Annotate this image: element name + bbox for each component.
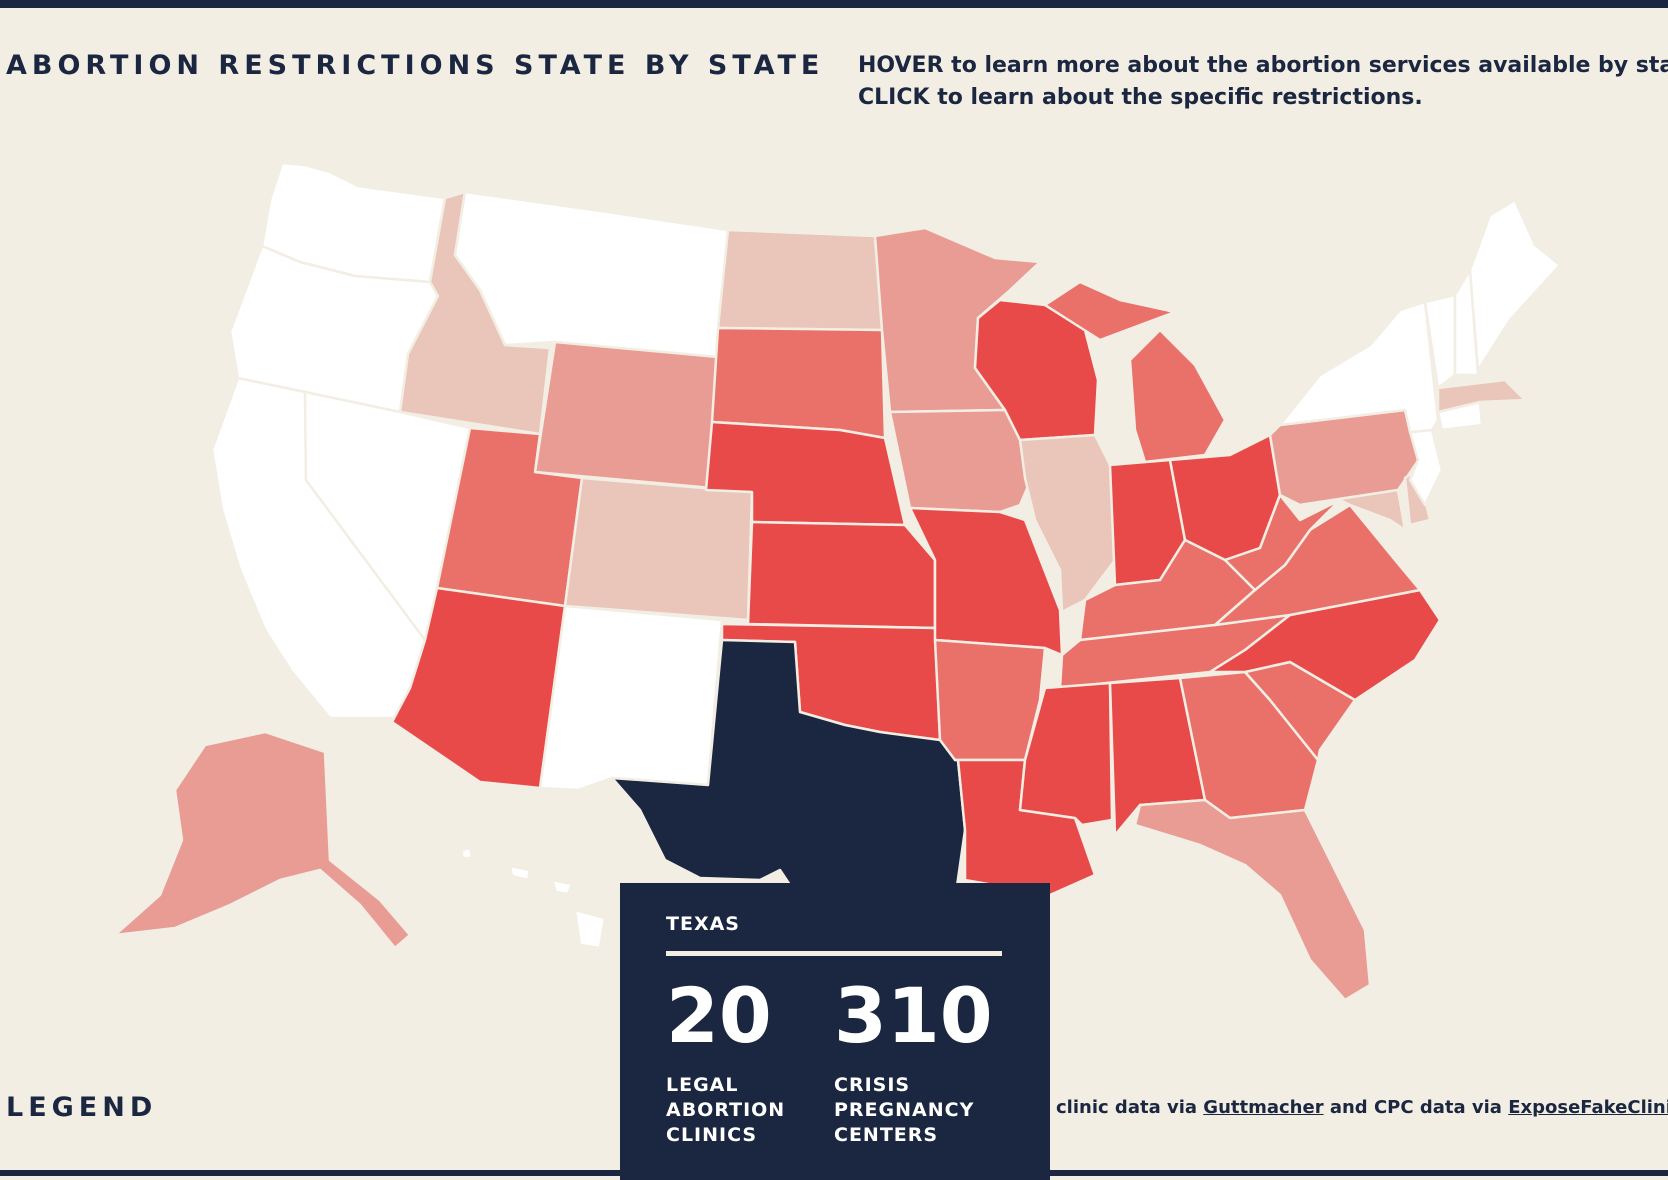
instructions: HOVER to learn more about the abortion s… [858, 50, 1668, 114]
state-AK[interactable] [113, 730, 412, 950]
state-HI[interactable] [460, 846, 607, 950]
cpc-label: CRISIS PREGNANCY CENTERS [834, 1074, 975, 1146]
clinics-label: LEGAL ABORTION CLINICS [666, 1074, 786, 1146]
state-NY[interactable] [1278, 300, 1440, 434]
exposefakeclinics-link[interactable]: ExposeFakeClinics.com [1508, 1097, 1668, 1118]
source-middle: and CPC data via [1323, 1097, 1509, 1118]
source-prefix: clinic data via [1056, 1097, 1204, 1118]
state-NC[interactable] [1208, 588, 1442, 702]
state-WI[interactable] [973, 298, 1100, 442]
state-IL[interactable] [1018, 433, 1117, 614]
tooltip-state-name: TEXAS [666, 913, 740, 935]
state-CO[interactable] [563, 476, 754, 622]
clinics-count: 20 [666, 971, 772, 1060]
state-ME[interactable] [1468, 198, 1562, 372]
state-MI[interactable] [1043, 280, 1227, 464]
click-instruction: CLICK to learn about the specific restri… [858, 85, 1423, 110]
state-MD[interactable] [1298, 488, 1407, 532]
state-KS[interactable] [746, 520, 937, 630]
page-title: ABORTION RESTRICTIONS STATE BY STATE [6, 50, 825, 81]
legend-label: LEGEND [6, 1092, 158, 1123]
state-MA[interactable] [1436, 378, 1527, 414]
tooltip-divider [666, 951, 1002, 956]
state-FL[interactable] [1133, 798, 1372, 1002]
clinics-stat: 20 LEGAL ABORTION CLINICS [666, 971, 816, 1148]
state-WV[interactable] [1223, 493, 1342, 592]
state-NM[interactable] [538, 604, 724, 792]
state-tooltip: TEXAS 20 LEGAL ABORTION CLINICS 310 CRIS… [620, 883, 1050, 1180]
cpc-stat: 310 CRISIS PREGNANCY CENTERS [834, 971, 993, 1148]
data-source-note: clinic data via Guttmacher and CPC data … [1056, 1097, 1668, 1118]
top-rule [0, 0, 1668, 8]
hover-instruction: HOVER to learn more about the abortion s… [858, 53, 1668, 78]
state-SD[interactable] [710, 326, 887, 440]
state-WY[interactable] [533, 340, 720, 490]
state-AR[interactable] [933, 638, 1047, 762]
cpc-count: 310 [834, 971, 993, 1060]
state-ND[interactable] [716, 228, 884, 332]
bottom-rule [0, 1170, 1668, 1176]
state-NH[interactable] [1453, 268, 1480, 377]
guttmacher-link[interactable]: Guttmacher [1203, 1097, 1324, 1118]
